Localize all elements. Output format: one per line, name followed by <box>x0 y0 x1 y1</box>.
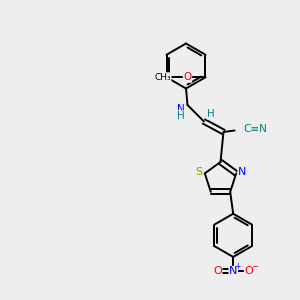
Text: H: H <box>207 109 214 119</box>
Text: +: + <box>235 262 241 271</box>
Text: N: N <box>238 167 246 177</box>
Text: S: S <box>195 167 203 177</box>
Text: N: N <box>177 103 185 114</box>
Text: H: H <box>177 111 185 121</box>
Text: CH₃: CH₃ <box>154 73 171 82</box>
Text: O: O <box>213 266 222 276</box>
Text: O: O <box>244 266 253 276</box>
Text: N: N <box>229 266 237 276</box>
Text: −: − <box>251 262 258 271</box>
Text: O: O <box>183 72 192 82</box>
Text: C≡N: C≡N <box>243 124 267 134</box>
